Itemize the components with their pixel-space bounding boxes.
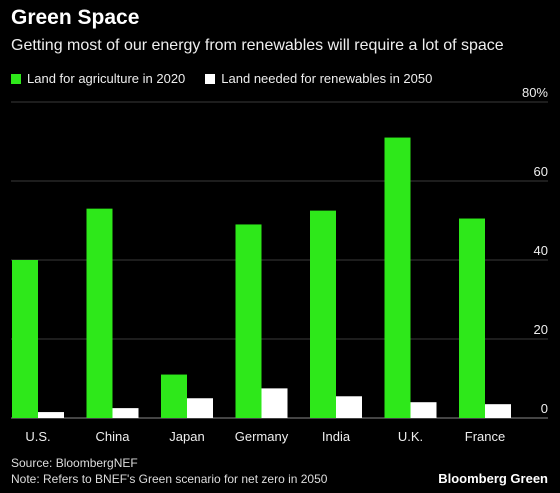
legend-swatch-green bbox=[11, 73, 21, 84]
bar-agriculture bbox=[161, 374, 187, 418]
chart-subtitle: Getting most of our energy from renewabl… bbox=[11, 37, 504, 54]
y-tick-label: 20 bbox=[534, 322, 548, 337]
x-tick-label: Germany bbox=[235, 429, 289, 444]
legend-label: Land for agriculture in 2020 bbox=[27, 71, 186, 86]
bar-agriculture bbox=[459, 218, 485, 418]
legend: Land for agriculture in 2020 Land needed… bbox=[11, 71, 432, 86]
brand-logo: Bloomberg Green bbox=[438, 471, 548, 486]
bar-renewables bbox=[410, 402, 437, 418]
y-tick-label: 40 bbox=[534, 243, 548, 258]
x-tick-label: India bbox=[322, 429, 351, 444]
legend-swatch-white bbox=[205, 73, 216, 84]
source-note: Source: BloombergNEF bbox=[11, 456, 138, 470]
x-tick-label: U.S. bbox=[25, 429, 50, 444]
bar-renewables bbox=[336, 396, 362, 418]
bar-agriculture bbox=[86, 208, 113, 418]
x-tick-label: China bbox=[96, 429, 131, 444]
bar-agriculture bbox=[12, 260, 38, 418]
bar-renewables bbox=[187, 398, 213, 418]
x-tick-label: France bbox=[465, 429, 505, 444]
bar-agriculture bbox=[384, 137, 411, 419]
bar-renewables bbox=[112, 408, 139, 418]
bar-renewables bbox=[38, 412, 64, 418]
y-tick-label: 80% bbox=[522, 85, 548, 100]
bar-agriculture bbox=[310, 210, 336, 418]
bar-renewables bbox=[485, 404, 511, 418]
bar-renewables bbox=[261, 388, 288, 418]
footnote: Note: Refers to BNEF's Green scenario fo… bbox=[11, 472, 328, 486]
x-tick-label: Japan bbox=[169, 429, 204, 444]
legend-item-renewables: Land needed for renewables in 2050 bbox=[205, 71, 432, 86]
legend-item-agriculture: Land for agriculture in 2020 bbox=[11, 71, 185, 86]
chart-title: Green Space bbox=[11, 6, 140, 29]
y-tick-label: 0 bbox=[541, 401, 548, 416]
x-tick-label: U.K. bbox=[398, 429, 423, 444]
legend-label: Land needed for renewables in 2050 bbox=[221, 71, 433, 86]
y-tick-label: 60 bbox=[534, 164, 548, 179]
bar-agriculture bbox=[235, 224, 262, 418]
